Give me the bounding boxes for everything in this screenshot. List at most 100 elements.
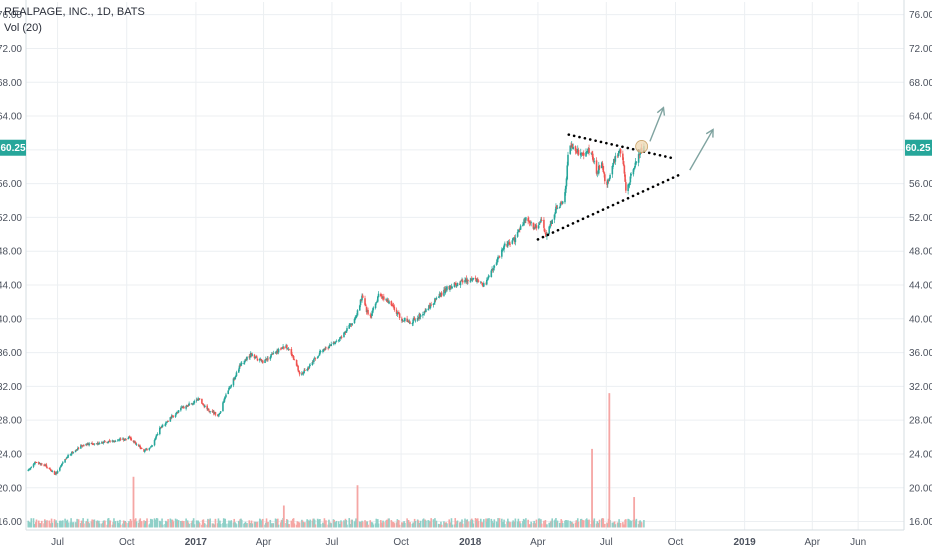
volume-bar (425, 520, 427, 528)
volume-bar (625, 519, 627, 528)
candle-body (172, 415, 175, 417)
candle-body (171, 415, 173, 418)
candle-body (476, 278, 478, 283)
candle-body (558, 207, 561, 209)
y-tick-label-right: 44.00 (909, 281, 932, 292)
volume-bar (183, 521, 185, 528)
candle-body (619, 149, 622, 154)
candle-body (290, 348, 293, 355)
volume-bar (377, 523, 380, 528)
candle-body (395, 309, 398, 314)
candle-body (195, 399, 198, 401)
candle-body (560, 202, 563, 204)
candle-body (253, 354, 256, 359)
volume-bar (593, 518, 596, 528)
volume-bar (293, 523, 296, 528)
candle-body (430, 304, 432, 306)
volume-bar (37, 520, 40, 528)
candle-body (508, 242, 511, 245)
candle-body (629, 176, 632, 183)
candle-body (469, 280, 472, 282)
y-tick-label-left: 68.00 (0, 78, 22, 89)
price-badge-left-bg (0, 139, 26, 156)
candle-body (501, 249, 503, 257)
candle-body (525, 217, 527, 221)
candle-body (592, 159, 595, 162)
candle-body (617, 153, 620, 157)
candle-body (218, 413, 220, 415)
candle-body (224, 397, 227, 399)
candle-body (307, 367, 310, 369)
candle-body (91, 443, 93, 444)
candle-body (333, 342, 336, 344)
candle-body (485, 279, 488, 285)
volume-bar (248, 520, 251, 528)
volume-bar (114, 521, 117, 528)
candle-body (340, 336, 343, 338)
candle-body (180, 407, 182, 411)
candle-body (254, 357, 257, 359)
candle-body (232, 378, 235, 386)
volume-bar (240, 519, 243, 528)
candle-body (264, 359, 266, 363)
candle-body (238, 365, 241, 370)
candle-body (365, 306, 368, 312)
volume-bar (251, 523, 254, 528)
candle-body (207, 408, 210, 411)
volume-bar (530, 521, 532, 528)
candle-body (135, 444, 138, 446)
candle-body (422, 314, 425, 316)
candle-body (334, 343, 336, 344)
candle-body (165, 422, 167, 425)
volume-bar (292, 518, 295, 528)
volume-bar (567, 520, 569, 528)
volume-bar (523, 519, 526, 528)
volume-bar (162, 524, 164, 528)
volume-bar (204, 523, 206, 528)
y-tick-label-right: 40.00 (909, 314, 932, 325)
candle-body (108, 440, 111, 442)
volume-bar (330, 523, 332, 528)
volume-bar (32, 518, 35, 528)
candle-body (334, 342, 337, 343)
candle-body (77, 447, 79, 450)
volume-bar (369, 520, 372, 528)
candle-body (355, 314, 358, 317)
candle-body (316, 357, 319, 359)
candle-body (304, 369, 306, 371)
volume-bar (288, 524, 290, 528)
candle-body (369, 314, 372, 316)
volume-bar (313, 519, 316, 528)
candle-body (322, 350, 324, 352)
volume-bar (188, 523, 190, 528)
candle-body (150, 446, 153, 448)
volume-bar (448, 519, 451, 528)
candle-body (408, 321, 411, 323)
candle-body (614, 155, 617, 162)
candle-body (486, 278, 489, 281)
candle-body (330, 344, 332, 347)
volume-bar (451, 524, 454, 528)
candle-body (622, 161, 625, 166)
candle-body (564, 192, 566, 203)
candle-body (637, 154, 640, 163)
volume-bar (375, 518, 378, 528)
volume-bar (119, 519, 121, 528)
volume-bar (404, 522, 406, 528)
candle-body (338, 339, 341, 341)
candle-body (116, 440, 119, 442)
candle-body (503, 245, 505, 250)
volume-bar (219, 523, 222, 528)
volume-bar (198, 523, 201, 528)
candle-body (324, 348, 326, 350)
volume-bar (192, 518, 195, 528)
candle-body (204, 405, 206, 408)
volume-bar (214, 518, 217, 528)
candle-body (134, 442, 137, 445)
candle-body (604, 174, 606, 182)
volume-bar (269, 519, 272, 528)
candle-body (237, 369, 240, 373)
candle-body (574, 146, 577, 151)
candle-body (291, 353, 293, 356)
